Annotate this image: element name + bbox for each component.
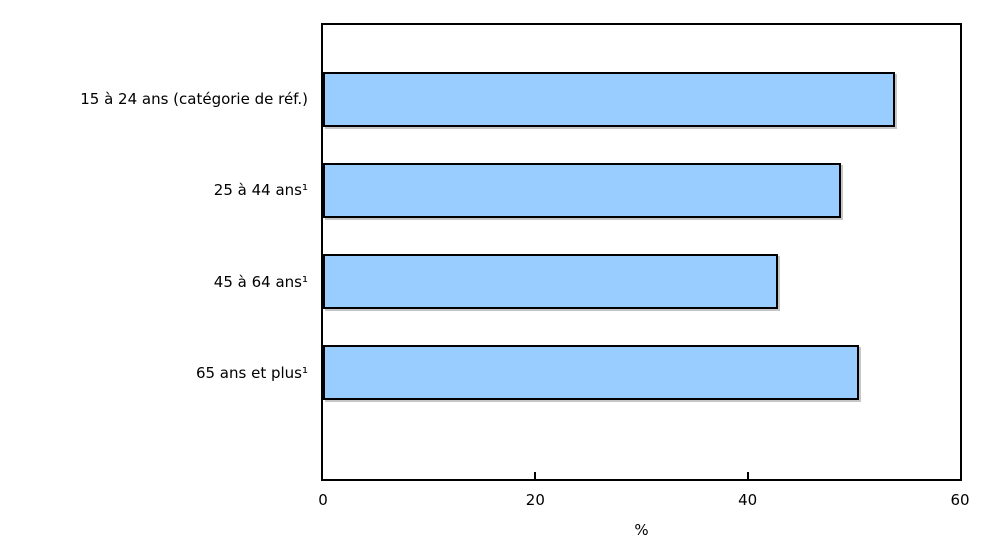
bar bbox=[323, 162, 842, 218]
category-label: 45 à 64 ans¹ bbox=[213, 272, 308, 291]
x-axis-tick bbox=[746, 472, 749, 479]
category-label: 25 à 44 ans¹ bbox=[213, 181, 308, 200]
category-label: 65 ans et plus¹ bbox=[195, 363, 308, 382]
x-axis-tick-label: 60 bbox=[950, 491, 970, 509]
x-axis-tick-label: 20 bbox=[525, 491, 545, 509]
bar bbox=[323, 71, 896, 127]
x-axis-label: % bbox=[634, 521, 649, 539]
x-axis-tick bbox=[534, 472, 537, 479]
bar bbox=[323, 345, 860, 401]
plot-area bbox=[321, 23, 962, 481]
x-axis-tick-label: 40 bbox=[738, 491, 758, 509]
bar bbox=[323, 254, 779, 310]
x-axis-tick-label: 0 bbox=[318, 491, 328, 509]
category-label: 15 à 24 ans (catégorie de réf.) bbox=[80, 90, 308, 108]
